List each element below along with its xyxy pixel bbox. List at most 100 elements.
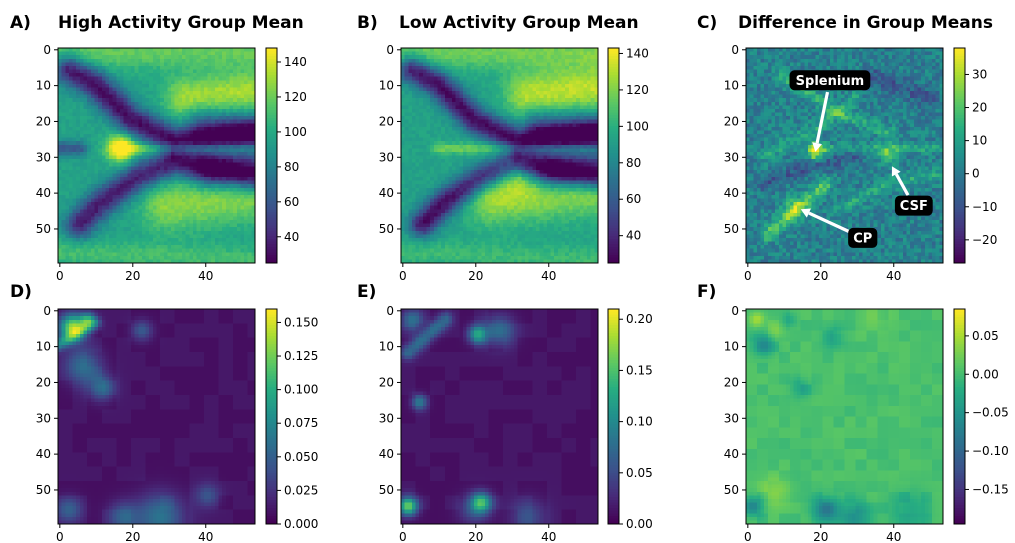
panel-label-d: D) <box>10 282 32 302</box>
colorbar-tick-label: −0.15 <box>972 482 1009 496</box>
y-tick-label: 40 <box>724 186 739 200</box>
y-tick-label: 20 <box>379 114 394 128</box>
y-tick-label: 20 <box>379 375 394 389</box>
y-tick-label: 0 <box>731 43 739 57</box>
x-tick-label: 0 <box>56 269 64 283</box>
plot-frame <box>400 308 599 525</box>
heatmap-cells <box>58 48 256 264</box>
x-tick-label: 20 <box>125 530 140 543</box>
y-tick-label: 10 <box>379 340 394 354</box>
panel-label-e: E) <box>357 282 376 302</box>
annotation-label: Splenium <box>796 74 864 89</box>
colorbar-tick-label: 0.10 <box>626 415 653 429</box>
panel-a: 0 20 40 0 10 20 30 40 50 40 60 80 100 120 140 <box>36 43 307 283</box>
y-tick-label: 20 <box>724 375 739 389</box>
y-tick-label: 50 <box>36 222 51 236</box>
annotation-box <box>848 227 878 248</box>
colorbar-tick-label: 60 <box>626 192 641 206</box>
annotation-arrowhead <box>891 166 901 177</box>
y-tick-label: 50 <box>379 222 394 236</box>
x-tick-label: 40 <box>886 530 901 543</box>
colorbar-tick-label: 0.00 <box>626 517 653 531</box>
x-tick-label: 0 <box>399 269 407 283</box>
colorbar-tick-label: 10 <box>972 134 987 148</box>
x-tick-label: 20 <box>813 530 828 543</box>
colorbar <box>266 309 277 525</box>
heatmap-cells <box>401 309 599 525</box>
annotation-box <box>789 70 871 91</box>
plot-frame <box>745 308 944 525</box>
annotation-arrow <box>815 91 830 144</box>
y-tick-label: 10 <box>36 79 51 93</box>
y-tick-label: 0 <box>43 304 51 318</box>
y-tick-label: 40 <box>379 186 394 200</box>
colorbar-tick-label: 0.150 <box>284 315 318 329</box>
colorbar-tick-label: 80 <box>284 160 299 174</box>
x-tick-label: 0 <box>399 530 407 543</box>
colorbar <box>954 48 965 264</box>
y-tick-label: 10 <box>379 79 394 93</box>
annotation-label: CP <box>853 231 872 246</box>
colorbar-tick-label: 30 <box>972 67 987 81</box>
panel-label-a: A) <box>10 13 31 33</box>
panel-label-c: C) <box>697 13 717 33</box>
colorbar-tick-label: 120 <box>626 83 649 97</box>
x-tick-label: 20 <box>468 269 483 283</box>
plot-frame <box>57 308 256 525</box>
colorbar-tick-label: 0.050 <box>284 450 318 464</box>
annotation-label: CSF <box>900 199 928 214</box>
annotation-arrowhead <box>812 142 823 152</box>
colorbar-tick-label: 120 <box>284 90 307 104</box>
colorbar-tick-label: 100 <box>284 125 307 139</box>
y-tick-label: 40 <box>36 186 51 200</box>
y-tick-label: 40 <box>379 447 394 461</box>
x-tick-label: 40 <box>198 269 213 283</box>
heatmap-cells <box>401 48 599 264</box>
panel-title-b: Low Activity Group Mean <box>399 13 639 33</box>
y-tick-label: 20 <box>724 114 739 128</box>
y-tick-label: 30 <box>36 411 51 425</box>
x-tick-label: 20 <box>468 530 483 543</box>
y-tick-label: 30 <box>724 150 739 164</box>
colorbar <box>608 309 619 525</box>
heatmap-cells <box>58 309 256 525</box>
plot-frame <box>57 47 256 264</box>
annotation-cp: CP <box>800 208 878 248</box>
colorbar-tick-label: 0.20 <box>626 312 653 326</box>
panel-label-b: B) <box>357 13 378 33</box>
y-tick-label: 0 <box>386 43 394 57</box>
y-tick-label: 50 <box>724 222 739 236</box>
y-tick-label: 0 <box>43 43 51 57</box>
plot-frame <box>745 47 944 264</box>
annotation-splenium: Splenium <box>789 70 871 152</box>
panel-c: 0 20 40 0 10 20 30 40 50 −20 −10 0 10 20 30 Splenium CSF… <box>724 43 998 283</box>
colorbar-tick-label: 0.15 <box>626 363 653 377</box>
y-tick-label: 0 <box>731 304 739 318</box>
x-tick-label: 40 <box>198 530 213 543</box>
colorbar-tick-label: 0.05 <box>626 466 653 480</box>
colorbar-tick-label: 0.075 <box>284 416 318 430</box>
panel-title-a: High Activity Group Mean <box>58 13 304 33</box>
x-tick-label: 0 <box>744 530 752 543</box>
colorbar-tick-label: 100 <box>626 119 649 133</box>
colorbar-tick-label: 140 <box>626 46 649 60</box>
x-tick-label: 40 <box>541 269 556 283</box>
colorbar-tick-label: 40 <box>284 230 299 244</box>
colorbar-tick-label: 40 <box>626 229 641 243</box>
annotation-csf: CSF <box>891 166 933 216</box>
y-tick-label: 30 <box>36 150 51 164</box>
colorbar-tick-label: 0.125 <box>284 349 318 363</box>
colorbar-tick-label: 80 <box>626 156 641 170</box>
x-tick-label: 20 <box>813 269 828 283</box>
x-tick-label: 0 <box>56 530 64 543</box>
y-tick-label: 10 <box>36 340 51 354</box>
y-tick-label: 50 <box>379 483 394 497</box>
x-tick-label: 40 <box>886 269 901 283</box>
colorbar-tick-label: −0.05 <box>972 406 1009 420</box>
y-tick-label: 10 <box>724 340 739 354</box>
colorbar <box>266 48 277 264</box>
plot-frame <box>400 47 599 264</box>
x-tick-label: 20 <box>125 269 140 283</box>
colorbar-tick-label: 0.100 <box>284 383 318 397</box>
